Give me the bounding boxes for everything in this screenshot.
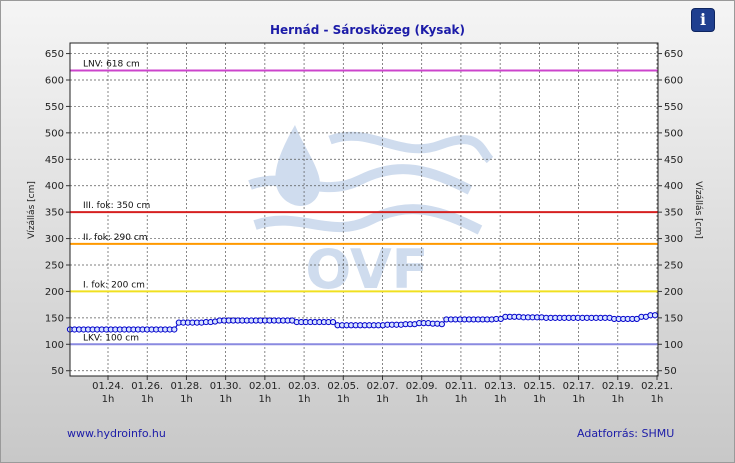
x-tick-label-date: 02.13. (484, 381, 516, 392)
x-tick-label-date: 01.26. (131, 381, 163, 392)
x-tick-label-hour: 1h (533, 394, 546, 405)
y-tick-label-right: 650 (664, 49, 683, 60)
y-tick-label-right: 600 (664, 76, 683, 87)
y-axis-right: 50 100 150 200 250 300 350 400 450 500 550 600 650 (658, 49, 683, 377)
x-tick-label-hour: 1h (219, 394, 232, 405)
y-tick-label-right: 500 (664, 128, 683, 139)
y-axis-left: 50 100 150 200 250 300 350 400 450 500 550 600 650 (45, 49, 70, 377)
data-point (651, 312, 659, 319)
x-tick-label-date: 01.30. (210, 381, 242, 392)
x-tick-label-date: 02.01. (249, 381, 281, 392)
y-tick-label-right: 450 (664, 155, 683, 166)
data-source: Adatforrás: SHMU (577, 427, 675, 440)
y-tick-label-left: 150 (45, 313, 64, 324)
x-tick-label-hour: 1h (376, 394, 389, 405)
data-point (329, 318, 337, 326)
info-icon[interactable]: i (692, 9, 714, 31)
reference-line-label: I. fok: 200 cm (83, 280, 145, 290)
x-tick-label-date: 02.07. (367, 381, 399, 392)
x-tick-label-hour: 1h (298, 394, 311, 405)
reference-line-label: II. fok: 290 cm (83, 233, 148, 243)
y-tick-label-left: 200 (45, 287, 64, 298)
reference-lines: LNV: 618 cm III. fok: 350 cm II. fok: 290 … (70, 59, 658, 346)
watermark-wave-2 (328, 131, 494, 164)
data-point (171, 326, 178, 333)
x-tick-label-hour: 1h (651, 394, 664, 405)
y-tick-label-right: 200 (664, 287, 683, 298)
x-tick-label-hour: 1h (611, 394, 624, 405)
x-tick-label-date: 02.21. (641, 381, 673, 392)
y-tick-label-left: 100 (45, 340, 64, 351)
reference-line-label: LKV: 100 cm (83, 333, 139, 343)
y-tick-label-left: 400 (45, 181, 64, 192)
x-tick-label-hour: 1h (259, 394, 272, 405)
y-tick-label-left: 250 (45, 261, 64, 272)
y-tick-label-right: 350 (664, 208, 683, 219)
reference-line-label: LNV: 618 cm (83, 59, 140, 69)
y-tick-label-left: 650 (45, 49, 64, 60)
x-tick-label-hour: 1h (102, 394, 115, 405)
x-tick-label-hour: 1h (494, 394, 507, 405)
y-tick-label-left: 600 (45, 76, 64, 87)
reference-line-label: III. fok: 350 cm (83, 201, 150, 211)
x-tick-label-hour: 1h (180, 394, 193, 405)
x-tick-label-hour: 1h (415, 394, 428, 405)
data-point (438, 321, 445, 328)
x-axis: 01.24. 1h 01.26. 1h 01.28. 1h 01.30. 1h 02.01. 1h… (92, 376, 673, 405)
y-tick-label-right: 250 (664, 261, 683, 272)
y-tick-label-right: 300 (664, 234, 683, 245)
x-tick-label-date: 01.28. (171, 381, 203, 392)
x-tick-label-hour: 1h (337, 394, 350, 405)
hydroinfo-link[interactable]: www.hydroinfo.hu (67, 427, 166, 440)
y-tick-label-left: 50 (51, 366, 64, 377)
x-tick-label-hour: 1h (572, 394, 585, 405)
y-axis-title-left: Vízállás [cm] (27, 181, 37, 239)
chart-title: Hernád - Sárosközeg (Kysak) (269, 23, 466, 37)
x-tick-label-date: 02.03. (288, 381, 320, 392)
watermark-wave-3 (253, 204, 483, 235)
y-tick-label-left: 450 (45, 155, 64, 166)
y-tick-label-left: 550 (45, 102, 64, 113)
axes (69, 42, 659, 377)
y-tick-label-right: 50 (664, 366, 677, 377)
x-tick-label-date: 02.11. (445, 381, 477, 392)
x-tick-label-date: 02.15. (523, 381, 555, 392)
x-tick-label-date: 02.05. (327, 381, 359, 392)
y-tick-label-left: 350 (45, 208, 64, 219)
y-tick-label-right: 550 (664, 102, 683, 113)
x-tick-label-date: 01.24. (92, 381, 124, 392)
watermark-wave-1 (248, 164, 473, 195)
plot-border (69, 42, 659, 377)
y-tick-label-left: 500 (45, 128, 64, 139)
y-axis-title-right: Vízállás [cm] (693, 181, 703, 239)
water-level-series (66, 312, 659, 333)
x-tick-label-date: 02.09. (406, 381, 438, 392)
x-tick-label-date: 02.19. (602, 381, 634, 392)
x-tick-label-hour: 1h (141, 394, 154, 405)
y-tick-label-right: 400 (664, 181, 683, 192)
y-tick-label-left: 300 (45, 234, 64, 245)
y-tick-label-right: 100 (664, 340, 683, 351)
x-tick-label-date: 02.17. (563, 381, 595, 392)
x-tick-label-hour: 1h (455, 394, 468, 405)
y-tick-label-right: 150 (664, 313, 683, 324)
